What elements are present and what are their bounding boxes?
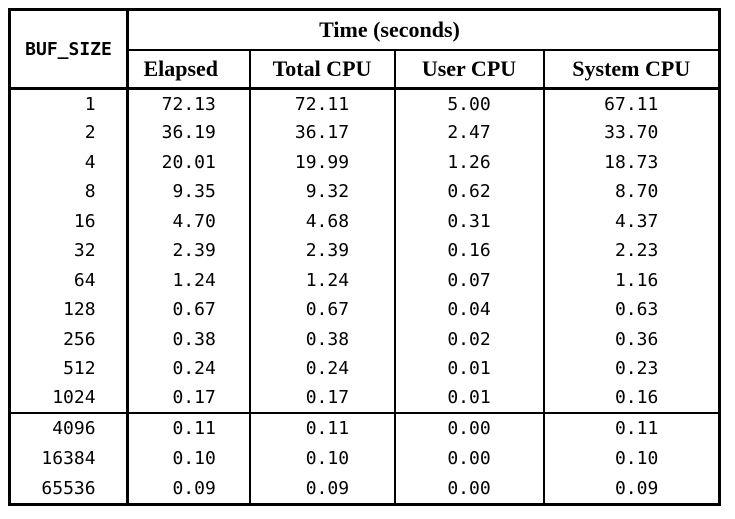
system-cpu-cell: 67.11 [542,88,721,118]
total-cpu-column-header: Total CPU [248,48,396,90]
elapsed-cell: 72.13 [126,88,251,118]
elapsed-cell: 0.38 [126,324,251,354]
table-row: 16 4.70 4.68 0.31 4.37 [8,206,721,236]
total-cpu-cell: 4.68 [248,206,396,236]
system-cpu-cell: 2.23 [542,236,721,266]
buf-size-cell: 32 [8,236,129,266]
buf-size-cell: 1024 [8,383,129,413]
system-cpu-cell: 0.09 [542,474,721,505]
user-cpu-cell: 0.31 [393,206,545,236]
elapsed-cell: 0.67 [126,295,251,325]
table-row: 4 20.01 19.99 1.26 18.73 [8,147,721,177]
user-cpu-cell: 0.16 [393,236,545,266]
elapsed-cell: 36.19 [126,118,251,148]
total-cpu-cell: 0.10 [248,443,396,474]
group-header-row: BUF_SIZE Time (seconds) [8,8,721,90]
user-cpu-cell: 0.02 [393,324,545,354]
buffer-timing-table: BUF_SIZE Time (seconds) Elapsed Total CP… [8,8,721,506]
user-cpu-cell: 1.26 [393,147,545,177]
system-cpu-cell: 8.70 [542,177,721,207]
user-cpu-cell: 0.07 [393,265,545,295]
total-cpu-cell: 0.38 [248,324,396,354]
total-cpu-cell: 0.67 [248,295,396,325]
system-cpu-column-header: System CPU [542,48,721,90]
elapsed-cell: 1.24 [126,265,251,295]
system-cpu-cell: 0.23 [542,354,721,384]
buf-size-cell: 65536 [8,474,129,505]
elapsed-cell: 20.01 [126,147,251,177]
table-row: 8 9.35 9.32 0.62 8.70 [8,177,721,207]
system-cpu-cell: 0.11 [542,412,721,444]
buf-size-cell: 4 [8,147,129,177]
table-row: 2 36.19 36.17 2.47 33.70 [8,118,721,148]
table-row: 64 1.24 1.24 0.07 1.16 [8,265,721,295]
buf-size-cell: 128 [8,295,129,325]
buf-size-cell: 16 [8,206,129,236]
user-cpu-cell: 0.00 [393,474,545,505]
table-row: 1024 0.17 0.17 0.01 0.16 [8,383,721,413]
elapsed-cell: 0.24 [126,354,251,384]
elapsed-cell: 0.10 [126,443,251,474]
table-row: 256 0.38 0.38 0.02 0.36 [8,324,721,354]
buf-size-cell: 1 [8,88,129,118]
system-cpu-cell: 1.16 [542,265,721,295]
user-cpu-cell: 0.04 [393,295,545,325]
system-cpu-cell: 4.37 [542,206,721,236]
system-cpu-cell: 18.73 [542,147,721,177]
user-cpu-cell: 0.62 [393,177,545,207]
table-row: 4096 0.11 0.11 0.00 0.11 [8,412,721,444]
elapsed-column-header: Elapsed [126,48,251,90]
user-cpu-cell: 5.00 [393,88,545,118]
buf-size-cell: 16384 [8,443,129,474]
time-seconds-group-header: Time (seconds) [126,8,721,51]
user-cpu-cell: 0.00 [393,412,545,444]
system-cpu-cell: 33.70 [542,118,721,148]
elapsed-cell: 9.35 [126,177,251,207]
total-cpu-cell: 0.17 [248,383,396,413]
total-cpu-cell: 0.24 [248,354,396,384]
total-cpu-cell: 72.11 [248,88,396,118]
elapsed-cell: 0.09 [126,474,251,505]
total-cpu-cell: 0.09 [248,474,396,505]
user-cpu-cell: 0.00 [393,443,545,474]
buf-size-column-header: BUF_SIZE [8,8,129,90]
total-cpu-cell: 2.39 [248,236,396,266]
buf-size-cell: 64 [8,265,129,295]
system-cpu-cell: 0.10 [542,443,721,474]
system-cpu-cell: 0.63 [542,295,721,325]
buf-size-cell: 512 [8,354,129,384]
elapsed-cell: 4.70 [126,206,251,236]
sub-header-row: Elapsed Total CPU User CPU System CPU [10,48,721,90]
elapsed-cell: 0.17 [126,383,251,413]
buf-size-cell: 8 [8,177,129,207]
system-cpu-cell: 0.36 [542,324,721,354]
user-cpu-cell: 2.47 [393,118,545,148]
total-cpu-cell: 36.17 [248,118,396,148]
table-row: 16384 0.10 0.10 0.00 0.10 [8,443,721,474]
elapsed-cell: 0.11 [126,412,251,444]
table-row: 65536 0.09 0.09 0.00 0.09 [8,474,721,505]
buf-size-cell: 4096 [8,412,129,444]
user-cpu-cell: 0.01 [393,383,545,413]
table-row: 512 0.24 0.24 0.01 0.23 [8,354,721,384]
table-row: 128 0.67 0.67 0.04 0.63 [8,295,721,325]
user-cpu-cell: 0.01 [393,354,545,384]
buf-size-cell: 2 [8,118,129,148]
system-cpu-cell: 0.16 [542,383,721,413]
table-row: 1 72.13 72.11 5.00 67.11 [8,88,721,118]
buf-size-cell: 256 [8,324,129,354]
user-cpu-column-header: User CPU [393,48,545,90]
table-row: 32 2.39 2.39 0.16 2.23 [8,236,721,266]
total-cpu-cell: 1.24 [248,265,396,295]
total-cpu-cell: 0.11 [248,412,396,444]
elapsed-cell: 2.39 [126,236,251,266]
total-cpu-cell: 9.32 [248,177,396,207]
total-cpu-cell: 19.99 [248,147,396,177]
